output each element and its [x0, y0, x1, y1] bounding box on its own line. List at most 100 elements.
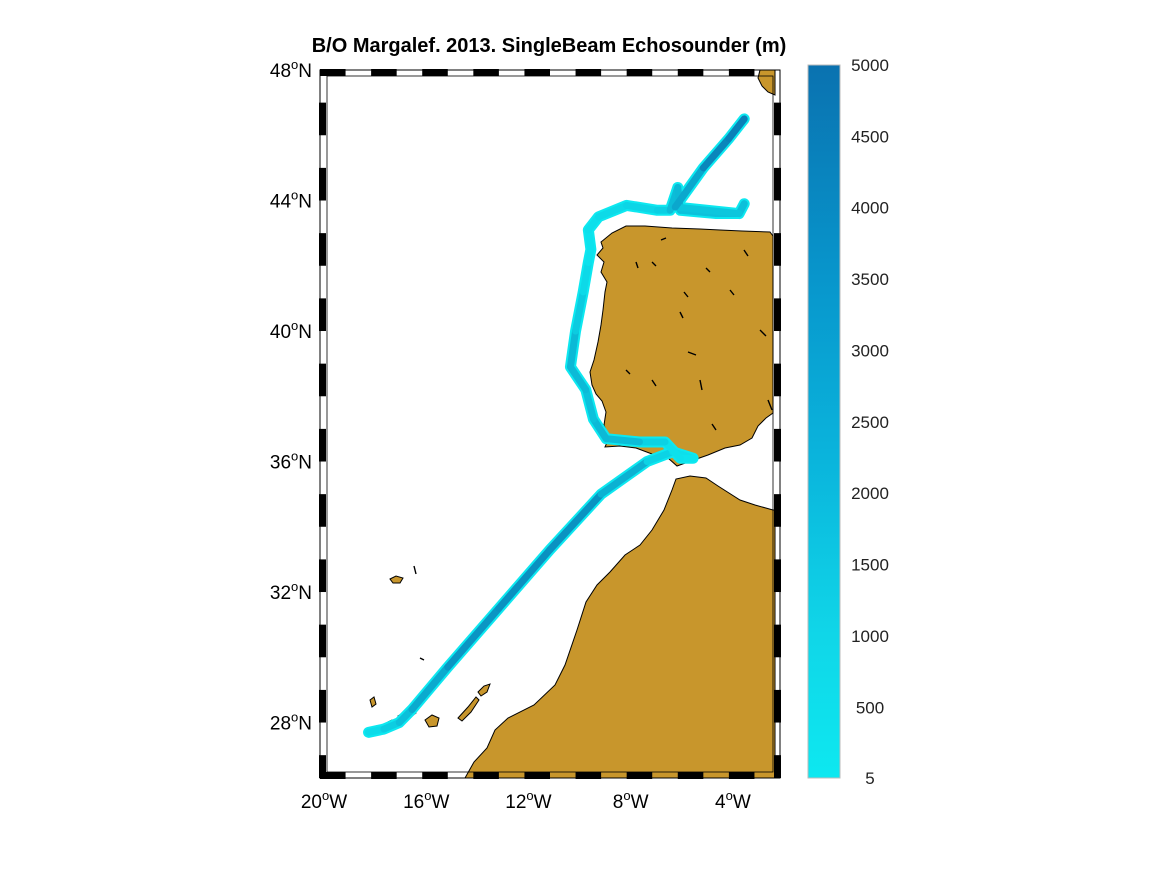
frame-segment — [774, 233, 781, 266]
frame-segment — [575, 772, 602, 779]
canary-island-gran-canaria — [424, 714, 440, 728]
canary-island-la-palma — [369, 696, 377, 708]
lat-tick-label: 48oN — [270, 57, 312, 82]
lon-tick-label: 20oW — [301, 788, 347, 813]
frame-inner-outline — [326, 75, 774, 773]
frame-segment — [774, 624, 781, 658]
frame-segment — [422, 772, 448, 779]
frame-segment — [774, 363, 781, 397]
latitude-labels: 48oN 44oN 40oN 36oN 32oN 28oN — [270, 57, 312, 735]
track-segment — [671, 203, 743, 218]
colorbar-tick-label: 2000 — [851, 484, 889, 503]
colorbar-tick-label: 3000 — [851, 341, 889, 360]
frame-segment — [320, 69, 346, 76]
colorbar-tick-label: 5 — [865, 769, 874, 788]
track-segment — [725, 115, 748, 143]
track-segment — [699, 135, 733, 172]
frame-segment — [319, 689, 326, 723]
frame-segment — [319, 363, 326, 397]
frame-segment — [473, 772, 499, 779]
longitude-labels: 20oW 16oW 12oW 8oW 4oW — [301, 788, 751, 813]
track-segment — [444, 604, 503, 671]
track-segment — [572, 288, 587, 335]
frame-segment — [774, 755, 781, 778]
track-segment — [643, 448, 677, 466]
track-segment — [597, 458, 651, 498]
iberian-peninsula — [589, 225, 774, 467]
frame-segment — [774, 689, 781, 723]
frame-segment — [319, 102, 326, 136]
lon-tick-label: 4oW — [715, 788, 751, 813]
track-segment — [623, 201, 661, 214]
lat-tick-label: 32oN — [270, 579, 312, 604]
frame-segment — [626, 772, 653, 779]
frame-segment — [473, 69, 499, 76]
frame-segment — [524, 69, 550, 76]
canary-island-fuerteventura — [457, 696, 480, 722]
lon-tick-label: 8oW — [613, 788, 649, 813]
frame-segment — [774, 494, 781, 527]
track-segment — [566, 363, 590, 394]
frame-segment — [524, 772, 550, 779]
frame-segment — [774, 559, 781, 593]
track-segment — [595, 201, 631, 221]
frame-segment — [774, 298, 781, 332]
frame-segment — [320, 772, 346, 779]
track-segment — [546, 490, 605, 554]
track-segment — [582, 386, 597, 423]
frame-segment — [319, 298, 326, 332]
track-segment — [408, 663, 452, 713]
frame-segment — [728, 772, 755, 779]
frame-segment — [774, 428, 781, 462]
colorbar-tick-label: 1500 — [851, 556, 889, 575]
colorbar-tick-label: 5000 — [851, 56, 889, 75]
frame-segment — [774, 102, 781, 136]
track-segment — [579, 258, 592, 296]
map-frame — [319, 69, 781, 779]
frame-segment — [422, 69, 448, 76]
lat-tick-label: 36oN — [270, 449, 312, 474]
lon-tick-label: 12oW — [505, 788, 551, 813]
frame-segment — [774, 167, 781, 201]
frame-segment — [728, 69, 755, 76]
track-segment — [566, 327, 580, 371]
colorbar-tick-label: 4500 — [851, 127, 889, 146]
colorbar-tick-label: 2500 — [851, 413, 889, 432]
frame-segment — [626, 69, 653, 76]
frame-segment — [319, 559, 326, 593]
frame-segment — [319, 428, 326, 462]
madeira-island — [389, 575, 404, 584]
map-area — [320, 70, 780, 778]
lon-tick-label: 16oW — [403, 788, 449, 813]
colorbar-tick-label: 1000 — [851, 627, 889, 646]
track-segment — [671, 164, 707, 211]
canary-island-lanzarote — [477, 683, 491, 697]
track-segment — [495, 546, 554, 612]
frame-segment — [319, 233, 326, 266]
frame-segment — [319, 167, 326, 201]
frame-segment — [371, 772, 397, 779]
frame-segment — [371, 69, 397, 76]
frame-segment — [677, 772, 704, 779]
frame-segment — [319, 755, 326, 778]
track-segment — [589, 415, 610, 443]
lat-tick-label: 44oN — [270, 188, 312, 213]
inland-lake-marks — [413, 237, 773, 661]
track-segment — [602, 435, 643, 446]
colorbar-tick-label: 3500 — [851, 270, 889, 289]
frame-segment — [677, 69, 704, 76]
colorbar-gradient — [807, 64, 841, 779]
frame-segment — [319, 624, 326, 658]
survey-track-depth — [365, 115, 748, 736]
lat-tick-label: 28oN — [270, 710, 312, 735]
frame-outline — [319, 69, 781, 779]
frame-segment — [319, 494, 326, 527]
colorbar: 5000 4500 4000 3500 3000 2500 2000 1500 … — [807, 56, 889, 788]
frame-segment — [575, 69, 602, 76]
track-segment — [661, 438, 684, 462]
north-africa — [464, 475, 776, 778]
colorbar-tick-label: 500 — [856, 698, 884, 717]
map-title: B/O Margalef. 2013. SingleBeam Echosound… — [312, 35, 787, 57]
colorbar-tick-label: 4000 — [851, 199, 889, 218]
